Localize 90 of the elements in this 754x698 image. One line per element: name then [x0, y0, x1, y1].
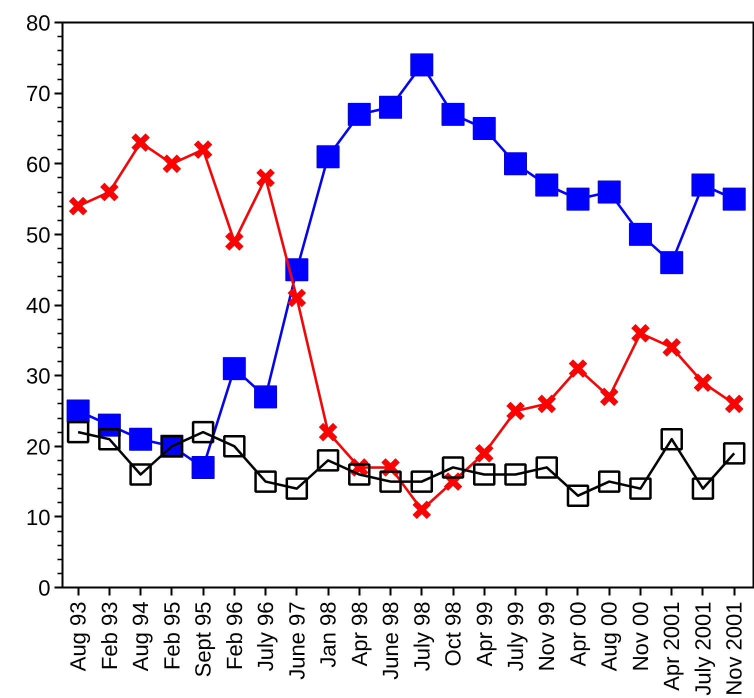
x-tick-label: Feb 96 [222, 601, 247, 670]
y-tick-label: 10 [26, 504, 51, 530]
point [348, 463, 371, 486]
point [566, 484, 590, 507]
point [192, 456, 215, 479]
point [630, 323, 651, 344]
x-tick-label: Apr 98 [346, 601, 372, 666]
x-tick-label: July 96 [253, 601, 278, 672]
x-tick-label: July 99 [503, 601, 528, 672]
point [628, 222, 652, 246]
point [442, 456, 464, 479]
point [410, 53, 434, 76]
x-tick-label: July 98 [409, 601, 434, 672]
x-tick-label: Aug 00 [596, 601, 622, 672]
point [412, 500, 432, 520]
point [224, 231, 244, 252]
point [691, 173, 714, 196]
point [348, 102, 371, 126]
y-tick-label: 50 [26, 222, 51, 248]
x-tick-label: Aug 94 [128, 601, 154, 672]
x-tick-label: July 2001 [690, 601, 716, 696]
point [660, 428, 683, 450]
point [722, 442, 746, 465]
y-tick-label: 0 [38, 576, 51, 600]
point [66, 420, 90, 444]
point [724, 394, 744, 414]
point [286, 288, 307, 308]
point [692, 372, 714, 393]
point [410, 470, 434, 493]
x-tick-label: Sept 95 [190, 601, 216, 678]
x-tick-label: Jan 98 [316, 601, 341, 668]
point [66, 399, 90, 422]
x-tick-label: Apr 2001 [659, 601, 684, 691]
point [254, 385, 278, 408]
point [598, 180, 621, 204]
x-tick-label: June 98 [378, 601, 404, 680]
point [629, 477, 652, 500]
point [68, 196, 88, 216]
point [536, 394, 557, 414]
point [692, 477, 714, 500]
point [222, 357, 246, 380]
point [129, 463, 152, 486]
point [318, 422, 338, 442]
point [660, 251, 684, 274]
point [474, 443, 494, 464]
point [316, 145, 340, 168]
point [256, 168, 276, 188]
point [162, 154, 182, 174]
y-tick-label: 40 [26, 293, 51, 318]
point [99, 182, 120, 202]
point [379, 470, 402, 493]
point [535, 173, 558, 196]
point [223, 435, 246, 458]
point [379, 96, 402, 119]
x-tick-label: Feb 95 [159, 601, 184, 670]
point [504, 463, 527, 486]
y-tick-label: 30 [26, 364, 51, 389]
point [130, 132, 151, 153]
point [535, 456, 558, 479]
point [442, 102, 465, 126]
point [473, 463, 496, 486]
point [662, 337, 682, 358]
point [598, 470, 620, 493]
point [505, 400, 526, 422]
point [722, 188, 746, 211]
y-tick-label: 20 [26, 434, 51, 460]
x-tick-label: Nov 00 [628, 601, 653, 672]
point [504, 152, 527, 176]
y-tick-label: 60 [26, 152, 51, 177]
point [254, 470, 277, 493]
x-tick-label: Aug 93 [66, 601, 91, 672]
x-tick-label: Apr 99 [472, 601, 497, 666]
point [98, 428, 121, 450]
point [316, 449, 340, 472]
y-tick-label: 70 [26, 81, 51, 106]
x-tick-label: June 97 [284, 601, 310, 680]
point [193, 140, 214, 160]
y-tick-label: 80 [26, 10, 51, 36]
point [599, 386, 620, 407]
x-tick-label: Nov 99 [534, 601, 560, 672]
point [192, 420, 214, 444]
x-tick-label: Oct 98 [440, 601, 466, 666]
point [566, 188, 590, 211]
x-tick-label: Apr 00 [565, 601, 590, 666]
x-tick-label: Nov 2001 [722, 601, 747, 696]
point [129, 428, 152, 451]
point [472, 116, 496, 140]
point [568, 358, 588, 379]
point [286, 477, 308, 500]
x-tick-label: Feb 93 [96, 601, 122, 670]
